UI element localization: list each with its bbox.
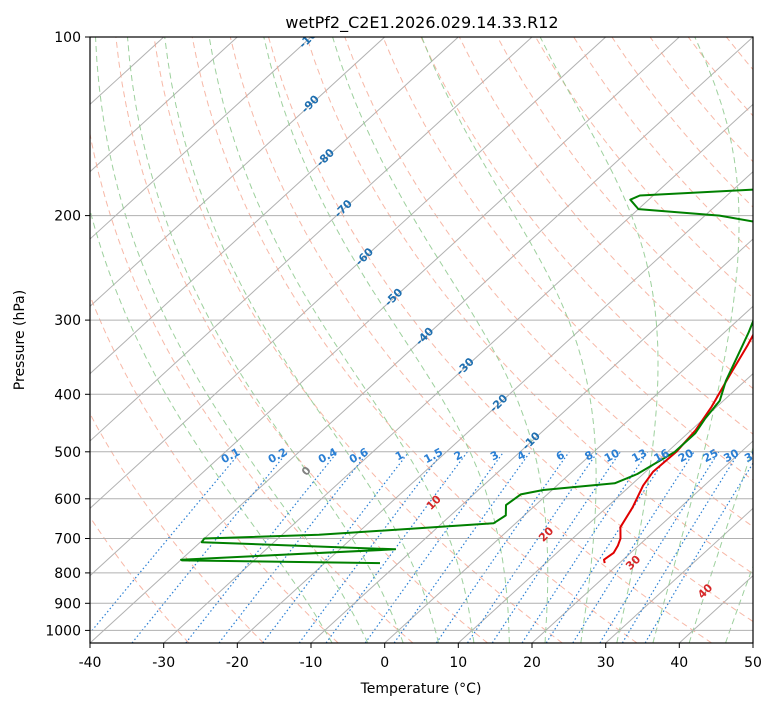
moist-adiabat (164, 37, 439, 643)
y-tick-label: 100 (54, 30, 81, 46)
x-tick-label: -20 (226, 655, 249, 671)
isotherm-line (90, 37, 459, 375)
x-tick-label: 0 (380, 655, 389, 671)
dry-adiabat (382, 37, 753, 481)
moist-adiabat (208, 37, 475, 643)
mixing-ratio-label: 16 (652, 446, 672, 465)
dry-adiabat (115, 37, 488, 643)
mixing-ratio-line (572, 451, 695, 643)
isotherm-line (90, 37, 312, 240)
isotherm-line (90, 37, 386, 308)
mixing-ratio-line (298, 451, 444, 643)
x-tick-label: 10 (449, 655, 467, 671)
dry-adiabat (535, 37, 753, 299)
dry-adiabat (90, 412, 264, 643)
isotherm-line (310, 238, 753, 643)
x-tick-label: -30 (152, 655, 175, 671)
x-axis: -40 -30 -20 -10 0 10 20 30 40 50 (79, 643, 762, 671)
dry-adiabat (458, 37, 753, 390)
mixing-ratio-line (262, 451, 410, 643)
isotherm-line (384, 305, 753, 643)
y-axis-label: Pressure (hPa) (12, 290, 28, 390)
mixing-ratio-line (491, 451, 621, 643)
isotherm-line (90, 37, 680, 577)
moist-adiabat (421, 37, 597, 643)
y-tick-label: 800 (54, 566, 81, 582)
dry-adiabat (306, 37, 753, 575)
mixing-ratio-label: 13 (630, 446, 650, 465)
isotherm-line (531, 440, 753, 643)
mixing-ratio-line (521, 451, 649, 643)
y-tick-label: 700 (54, 532, 81, 548)
y-axis: 100 200 300 400 500 600 700 800 900 1000 (45, 30, 90, 639)
x-tick-label: 40 (670, 655, 688, 671)
mixing-ratio-label: 30 (721, 446, 741, 465)
y-tick-label: 500 (54, 445, 81, 461)
x-tick-label: 30 (597, 655, 615, 671)
y-tick-label: 200 (54, 209, 81, 225)
mixing-ratio-label: 36 (742, 446, 762, 465)
moist-adiabat (725, 564, 753, 643)
chart-title: wetPf2_C2E1.2026.029.14.33.R12 (285, 13, 558, 33)
isotherm-line (90, 37, 238, 173)
moist-adiabat (90, 208, 333, 643)
mixing-ratio-line (90, 451, 242, 634)
x-tick-label: -10 (300, 655, 323, 671)
mixing-ratio-line (644, 462, 753, 643)
isotherm-line (605, 507, 753, 643)
y-tick-label: 900 (54, 596, 81, 612)
mixing-ratio-line (393, 451, 531, 643)
dry-adiabat (420, 37, 753, 435)
y-tick-label: 400 (54, 387, 81, 403)
isotherm-line (236, 170, 753, 643)
moist-adiabat (263, 37, 510, 643)
mixing-ratio-line (435, 451, 570, 643)
mixing-ratio-line (185, 451, 339, 643)
mixing-ratio-line (621, 451, 740, 643)
moist-adiabat (127, 37, 404, 643)
mixing-ratio-label: 20 (676, 446, 696, 465)
mixing-ratio-line (545, 451, 671, 643)
moist-adiabat (688, 446, 753, 643)
dewpoint-line (180, 188, 753, 565)
mixing-ratio-line (364, 451, 505, 643)
isotherm-line (163, 103, 753, 643)
mixing-ratio-label: 10 (602, 446, 622, 465)
dry-adiabat (153, 37, 563, 643)
moist-adiabat (95, 37, 369, 643)
y-tick-label: 600 (54, 492, 81, 508)
data-series (180, 188, 753, 565)
mixing-ratio-line (131, 451, 289, 643)
isotherm-line (90, 37, 607, 510)
temperature-line (603, 333, 753, 564)
mixing-ratio-label: 25 (701, 446, 721, 465)
x-tick-label: 50 (744, 655, 762, 671)
dry-adiabat (90, 131, 414, 643)
moist-adiabat (652, 37, 740, 643)
mixing-ratio-line (325, 451, 468, 643)
dry-adiabat (496, 37, 753, 344)
isotherm-line (90, 37, 753, 643)
y-tick-label: 1000 (45, 623, 81, 639)
isotherm-line (90, 37, 533, 442)
moist-adiabat (332, 37, 549, 643)
plot-frame (89, 36, 754, 644)
dry-adiabat (229, 37, 712, 643)
x-tick-label: -40 (79, 655, 102, 671)
x-axis-label: Temperature (°C) (360, 681, 482, 697)
x-tick-label: 20 (523, 655, 541, 671)
y-tick-label: 300 (54, 313, 81, 329)
dry-adiabat (90, 516, 190, 643)
dry-adiabat (191, 37, 638, 643)
isotherm-line (457, 372, 753, 643)
dry-adiabat (344, 37, 753, 528)
mixing-ratio-line (466, 451, 599, 643)
